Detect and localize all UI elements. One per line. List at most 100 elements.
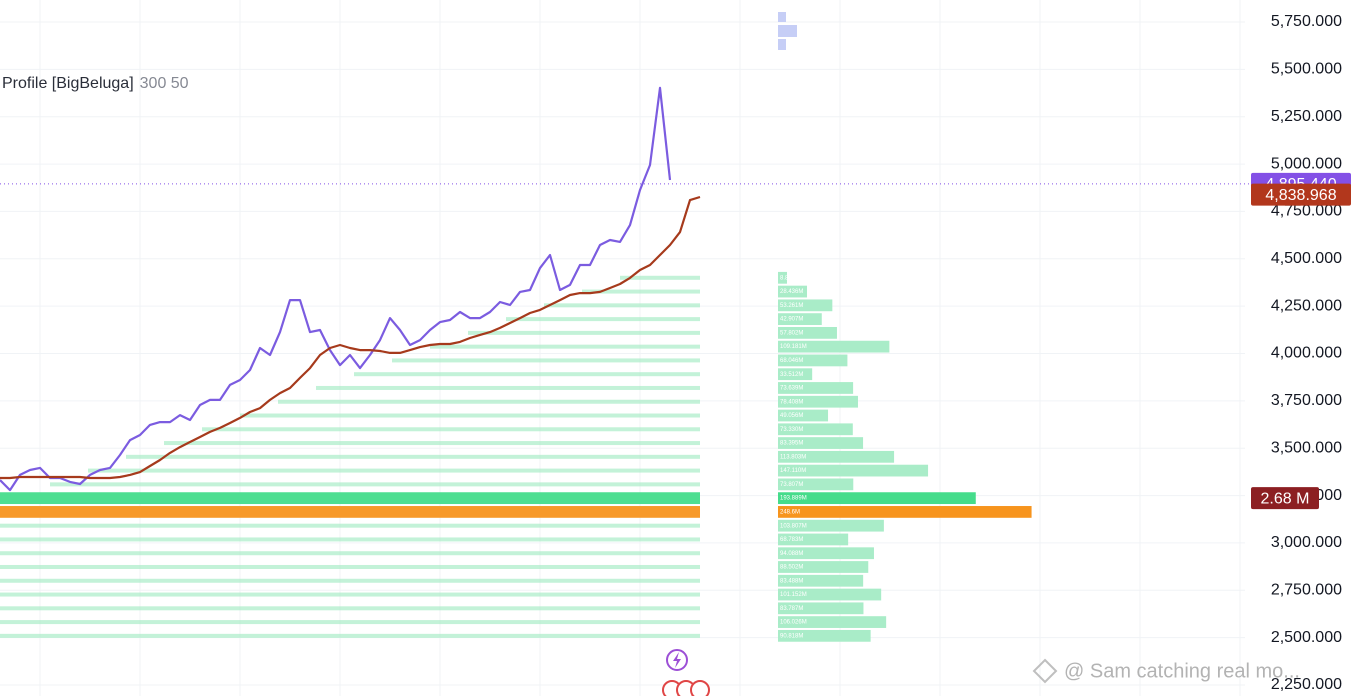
y-tick-label: 3,500.000 [1271, 439, 1342, 456]
decor-top [778, 12, 797, 50]
profile-label: 103.807M [780, 523, 807, 529]
profile-extension [392, 358, 700, 363]
profile-bar [778, 409, 829, 422]
profile-bar [778, 271, 787, 284]
profile-label: 109.181M [780, 344, 807, 350]
y-tick-label: 5,750.000 [1271, 13, 1342, 30]
profile-label: 68.046M [780, 358, 803, 364]
series-line [0, 86, 672, 492]
profile-label: 33.512M [780, 372, 803, 378]
watermark: @ Sam catching real mo... [1032, 658, 1300, 684]
profile-bar [778, 492, 976, 505]
decor [778, 39, 786, 50]
decor [778, 12, 786, 22]
profile-extension [126, 454, 700, 459]
profile-bar [778, 602, 864, 615]
profile-label: 57.802M [780, 330, 803, 336]
profile-label: 68.783M [780, 537, 803, 543]
profile-extension [240, 413, 700, 418]
volume-badge [1251, 487, 1319, 510]
profile-extension [202, 427, 700, 432]
profile-label: 90.818M [780, 633, 803, 639]
price-badge [1251, 183, 1351, 206]
profile-label: 193.889M [780, 496, 807, 502]
profile-extension [0, 564, 700, 569]
profile-extension [0, 506, 700, 518]
profile-label: 83.395M [780, 441, 803, 447]
profile-bar [778, 437, 864, 449]
profile-label: 248.6M [780, 509, 800, 515]
series-line [0, 195, 701, 480]
price-axis: 2,250.0002,500.0002,750.0003,000.0003,25… [1271, 13, 1342, 693]
profile-extension [164, 441, 700, 446]
profile-extension [506, 317, 700, 322]
profile-extension [0, 633, 700, 638]
indicator-label: Profile [BigBeluga] 300 50 [2, 75, 189, 92]
profile-bar [778, 450, 895, 463]
profile-extension [0, 523, 700, 528]
profile-label: 42.907M [780, 317, 803, 323]
profile-bar [778, 478, 854, 491]
indicator-params: 300 50 [140, 75, 189, 92]
profile-label: 73.330M [780, 427, 803, 433]
profile-extension [354, 372, 700, 377]
y-tick-label: 3,750.000 [1271, 392, 1342, 409]
y-tick-label: 2,750.000 [1271, 582, 1342, 599]
profile-label: 83.787M [780, 606, 803, 612]
y-tick-label: 5,250.000 [1271, 108, 1342, 125]
profile-bar [778, 326, 837, 339]
watermark-text: @ Sam catching real mo... [1064, 660, 1300, 682]
volume-badge-label: 2.68 M [1261, 490, 1310, 507]
profile-label: 101.152M [780, 592, 807, 598]
y-tick-label: 4,750.000 [1271, 203, 1342, 220]
y-tick-label: 5,000.000 [1271, 155, 1342, 172]
profile-extension [0, 578, 700, 583]
y-tick-label: 4,500.000 [1271, 250, 1342, 267]
profile-bar [778, 506, 1032, 518]
profile-label: 113.803M [780, 454, 806, 460]
profile-label: 147.110M [780, 468, 806, 474]
profile-label: 8.815M [780, 275, 800, 281]
profile-extension [88, 468, 700, 473]
profile-bar [778, 561, 869, 573]
profile-label: 94.088M [780, 551, 803, 557]
y-tick-label: 4,000.000 [1271, 345, 1342, 362]
profile-extension [468, 330, 700, 335]
profile-extension [0, 620, 700, 625]
price-badge-label: 4,838.968 [1265, 187, 1336, 204]
profile-label: 28.436M [780, 289, 803, 295]
watermark-icon [1032, 658, 1058, 684]
y-tick-label: 5,500.000 [1271, 61, 1342, 78]
profile-label: 83.488M [780, 578, 803, 584]
profile-extension [0, 492, 700, 505]
y-tick-label: 4,250.000 [1271, 297, 1342, 314]
profile-label: 78.408M [780, 399, 803, 405]
profile-bar [778, 519, 884, 532]
lines [0, 86, 701, 492]
profile-label: 73.807M [780, 482, 803, 488]
y-tick-label: 2,250.000 [1271, 676, 1342, 693]
profile-bar [778, 629, 871, 642]
profile-bar [778, 354, 848, 367]
profile-label: 49.056M [780, 413, 803, 419]
profile-extension [278, 399, 700, 404]
volume-profile: 8.815M 28.436M 53.261M 42.907M 57.802M 109.18… [0, 271, 1032, 642]
profile-bar [778, 368, 813, 381]
profile-bar [778, 313, 822, 325]
profile-bar [778, 588, 882, 601]
icons [662, 649, 710, 696]
y-tick-label: 3,000.000 [1271, 534, 1342, 551]
profile-label: 106.026M [780, 620, 807, 626]
profile-bar [778, 382, 854, 394]
profile-extension [0, 606, 700, 611]
profile-extension [544, 303, 700, 308]
profile-label: 53.261M [780, 303, 803, 309]
y-tick-label: 2,500.000 [1271, 629, 1342, 646]
profile-extension [0, 551, 700, 556]
icon [673, 652, 681, 668]
profile-bar [778, 395, 858, 408]
profile-bar [778, 340, 890, 353]
